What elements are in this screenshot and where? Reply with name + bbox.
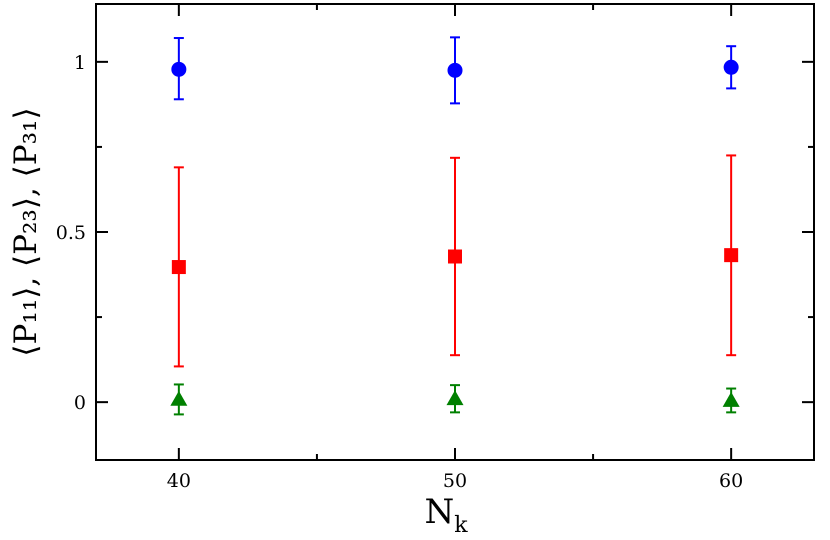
y-tick-label: 0 xyxy=(74,392,86,414)
data-point-circle xyxy=(171,61,187,77)
y-axis-label: ⟨P₁₁⟩, ⟨P₂₃⟩, ⟨P₃₁⟩ xyxy=(8,107,44,356)
data-point-triangle xyxy=(170,390,188,406)
y-tick-label: 0.5 xyxy=(56,222,86,244)
y-tick-label: 1 xyxy=(74,52,86,74)
series-triangle xyxy=(170,383,740,416)
data-point-circle xyxy=(723,59,739,75)
x-tick-label: 50 xyxy=(443,470,467,492)
data-point-square xyxy=(171,260,186,275)
x-axis-label-subscript: k xyxy=(454,513,468,538)
data-point-triangle xyxy=(446,390,464,406)
plot-frame xyxy=(95,3,815,461)
x-tick-label: 60 xyxy=(719,470,743,492)
data-point-circle xyxy=(447,62,463,78)
x-axis-label: Nk xyxy=(424,492,468,538)
x-tick-label: 40 xyxy=(167,470,191,492)
data-point-square xyxy=(724,248,739,263)
data-point-triangle xyxy=(722,391,740,407)
series-circle xyxy=(171,36,739,105)
series-square xyxy=(171,154,739,368)
data-point-square xyxy=(448,249,462,264)
x-axis-label-main: N xyxy=(424,492,454,532)
series-layer xyxy=(170,36,740,416)
ticks-layer: 40 50 60 0 0.5 1 xyxy=(56,4,814,492)
